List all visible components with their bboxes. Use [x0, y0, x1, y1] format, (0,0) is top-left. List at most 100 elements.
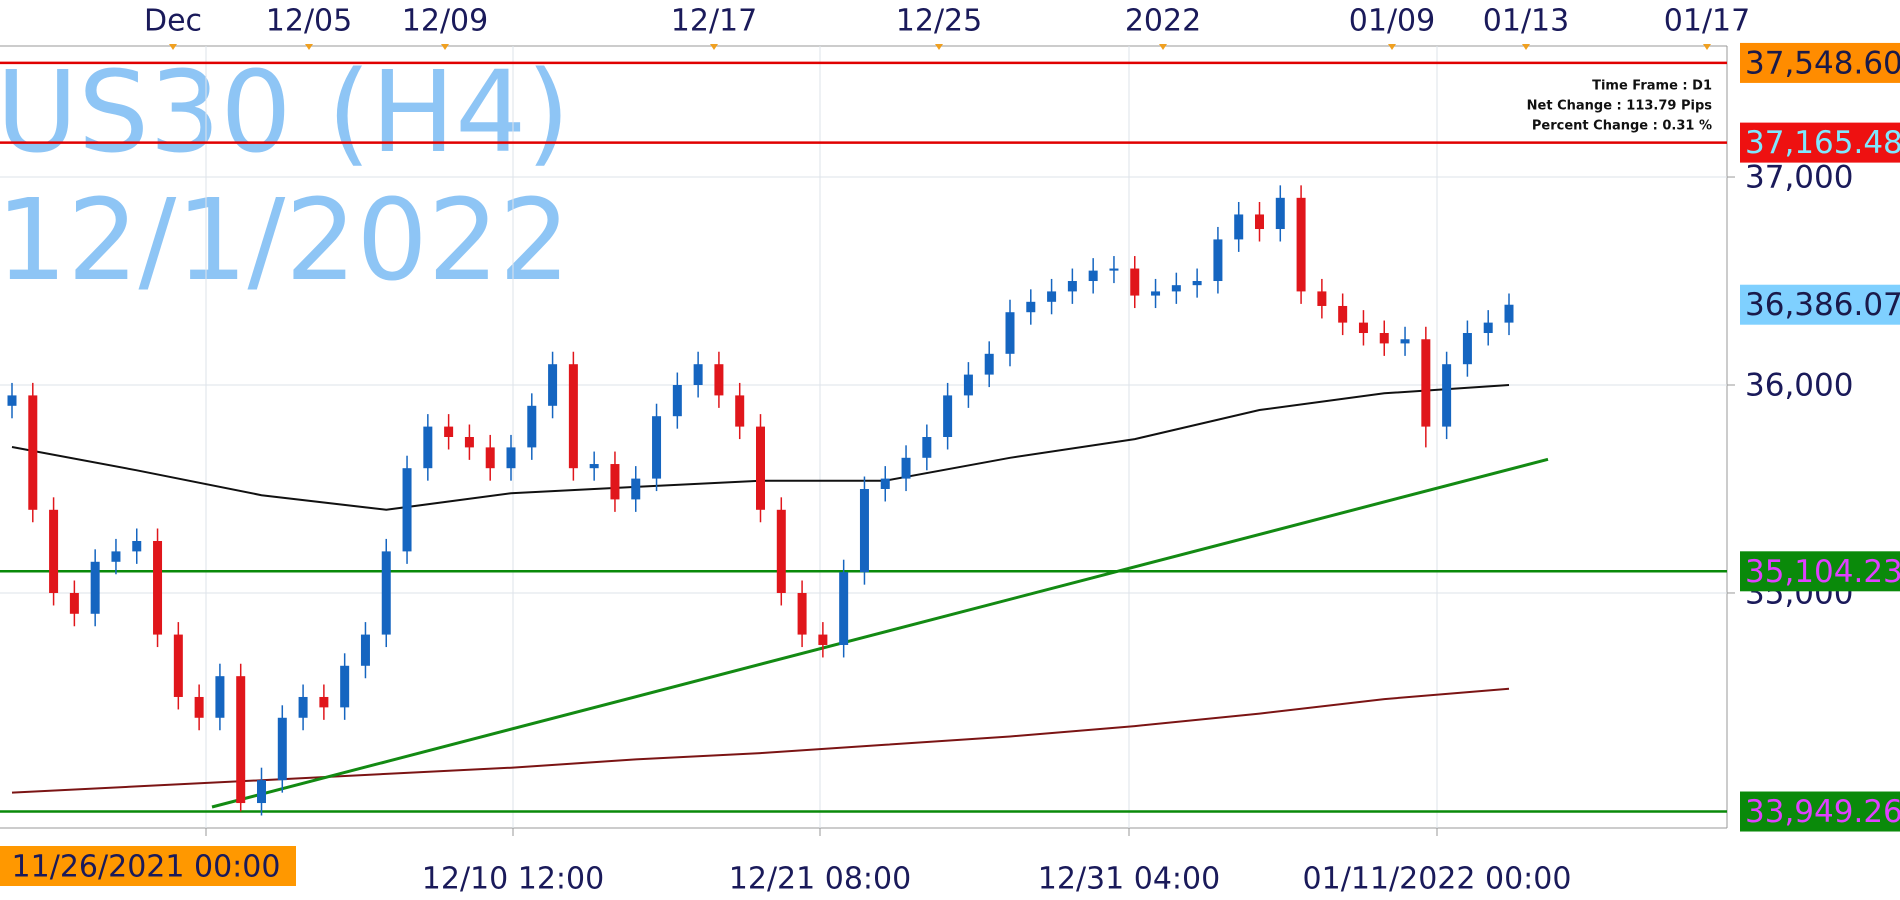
- candle-body: [132, 540, 142, 552]
- candle-body: [153, 540, 163, 635]
- price-label-box: [1740, 284, 1900, 325]
- candle-body: [1234, 214, 1244, 240]
- top-time-label: Dec: [144, 4, 202, 39]
- candle-body: [1088, 270, 1098, 282]
- y-tick-label: 36,000: [1745, 368, 1853, 404]
- watermark-date: 12/1/2022: [0, 176, 570, 306]
- info-text: Net Change : 113.79 Pips: [1527, 99, 1713, 114]
- candle-body: [943, 395, 953, 437]
- candle-body: [28, 395, 38, 510]
- candle-body: [797, 592, 807, 635]
- price-label-box: [1740, 791, 1900, 832]
- candle-body: [589, 464, 599, 469]
- candle-body: [111, 551, 121, 562]
- candle-body: [1192, 281, 1202, 286]
- price-label-box: [1740, 551, 1900, 592]
- candle-body: [340, 665, 350, 708]
- price-label-box: [1740, 122, 1900, 163]
- top-tick: [710, 44, 718, 50]
- candle-body: [901, 457, 911, 479]
- candle-body: [693, 364, 703, 386]
- candle-body: [714, 364, 724, 396]
- candle-body: [90, 561, 100, 614]
- price-label-box: [1740, 42, 1900, 83]
- candle-body: [1379, 333, 1389, 344]
- candle-body: [1171, 285, 1181, 292]
- top-time-label: 12/25: [896, 4, 982, 39]
- candle-body: [631, 478, 641, 500]
- info-text: Time Frame : D1: [1592, 79, 1712, 94]
- bottom-time-label: 01/11/2022 00:00: [1303, 862, 1572, 897]
- top-tick: [1522, 44, 1530, 50]
- candle-body: [1213, 239, 1223, 282]
- top-tick: [169, 44, 177, 50]
- candle-body: [423, 426, 433, 469]
- candle-body: [277, 717, 287, 781]
- candle-body: [610, 464, 620, 500]
- candle-body: [1421, 339, 1431, 427]
- candle-body: [1047, 291, 1057, 302]
- candle-body: [1275, 197, 1285, 230]
- candle-body: [548, 364, 558, 406]
- candle-body: [1109, 268, 1119, 271]
- candle-body: [298, 696, 308, 718]
- top-time-label: 01/17: [1664, 4, 1750, 39]
- candle-body: [1442, 364, 1452, 427]
- candle-body: [236, 676, 246, 804]
- price-label: 37,548.60: [1745, 45, 1900, 81]
- candle-body: [776, 509, 786, 593]
- bottom-time-label: 12/21 08:00: [729, 862, 911, 897]
- candle-body: [1338, 305, 1348, 323]
- top-time-label: 01/09: [1349, 4, 1435, 39]
- candle-body: [1005, 312, 1015, 354]
- candle-body: [1504, 304, 1514, 323]
- candle-body: [1400, 339, 1410, 344]
- top-time-label: 12/09: [402, 4, 488, 39]
- candle-body: [381, 551, 391, 635]
- candle-body: [1255, 214, 1264, 230]
- candle-body: [194, 696, 204, 718]
- top-tick: [1388, 44, 1396, 50]
- info-text: Percent Change : 0.31 %: [1532, 119, 1712, 134]
- candle-body: [818, 634, 828, 645]
- candle-body: [360, 634, 370, 666]
- candle-body: [652, 416, 662, 479]
- candle-body: [402, 468, 412, 552]
- top-time-label: 2022: [1125, 4, 1201, 39]
- candle-body: [1296, 197, 1306, 292]
- top-tick: [1703, 44, 1711, 50]
- candle-body: [1317, 291, 1327, 306]
- candle-body: [173, 634, 183, 697]
- candle-body: [922, 437, 932, 458]
- bottom-time-label: 12/31 04:00: [1038, 862, 1220, 897]
- candle-body: [1026, 301, 1036, 313]
- candle-body: [880, 478, 890, 489]
- candle-body: [49, 509, 59, 593]
- top-time-label: 01/13: [1483, 4, 1569, 39]
- top-tick: [305, 44, 313, 50]
- candle-body: [756, 426, 765, 510]
- candle-body: [319, 696, 329, 708]
- candle-body: [839, 572, 849, 645]
- watermark-title: US30 (H4): [0, 48, 570, 178]
- highlight-box: [0, 846, 296, 886]
- candle-body: [1130, 268, 1140, 296]
- candle-body: [735, 395, 745, 427]
- candle-body: [568, 364, 578, 469]
- top-tick: [1159, 44, 1167, 50]
- y-tick-label: 37,000: [1745, 160, 1853, 196]
- candle-body: [464, 437, 474, 448]
- top-tick: [935, 44, 943, 50]
- candle-body: [257, 780, 266, 804]
- candle-body: [1067, 281, 1077, 292]
- price-label: 36,386.07: [1745, 287, 1900, 323]
- price-label: 37,165.48: [1745, 125, 1900, 161]
- price-label: 33,949.26: [1745, 794, 1900, 830]
- candle-body: [1483, 322, 1493, 334]
- bottom-time-label: 12/10 12:00: [422, 862, 604, 897]
- candle-body: [984, 353, 994, 375]
- candle-body: [506, 447, 516, 469]
- candle-body: [1462, 333, 1472, 365]
- candle-body: [215, 676, 225, 718]
